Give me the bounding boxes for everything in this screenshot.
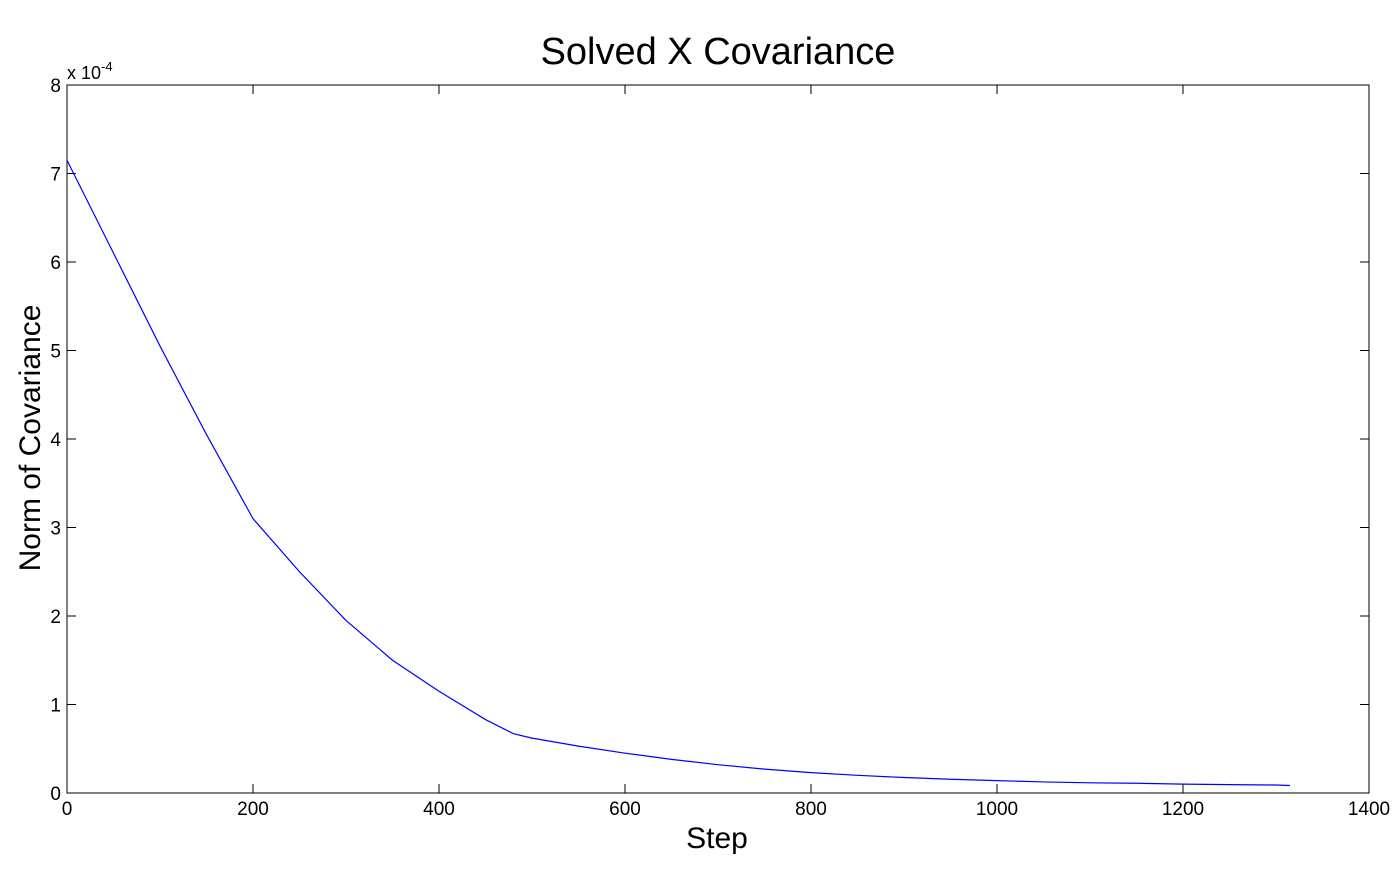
x-tick-label: 200 xyxy=(237,799,269,820)
x-tick-label: 0 xyxy=(62,799,73,820)
y-exponent-prefix: x 10 xyxy=(67,63,101,83)
y-tick-label: 8 xyxy=(50,76,61,97)
chart-title: Solved X Covariance xyxy=(541,31,896,73)
plot-area xyxy=(66,84,1370,794)
y-tick-label: 5 xyxy=(50,342,61,363)
x-tick-label: 400 xyxy=(423,799,455,820)
x-tick-label: 800 xyxy=(795,799,827,820)
x-tick-label: 600 xyxy=(609,799,641,820)
x-axis-label: Step xyxy=(686,822,748,855)
svg-text:x 10-4: x 10-4 xyxy=(67,59,113,83)
y-exponent-power: -4 xyxy=(101,59,113,74)
y-tick-label: 0 xyxy=(50,784,61,805)
series-line xyxy=(66,159,1290,787)
y-tick-label: 4 xyxy=(50,430,61,451)
y-tick-label: 2 xyxy=(50,607,61,628)
x-tick-label: 1200 xyxy=(1162,799,1204,820)
y-tick-label: 7 xyxy=(50,165,61,186)
x-tick-label: 1000 xyxy=(976,799,1018,820)
y-tick-label: 1 xyxy=(50,696,61,717)
y-tick-label: 6 xyxy=(50,253,61,274)
x-tick-label: 1400 xyxy=(1348,799,1390,820)
y-axis-label: Norm of Covariance xyxy=(14,305,47,572)
y-tick-label: 3 xyxy=(50,519,61,540)
